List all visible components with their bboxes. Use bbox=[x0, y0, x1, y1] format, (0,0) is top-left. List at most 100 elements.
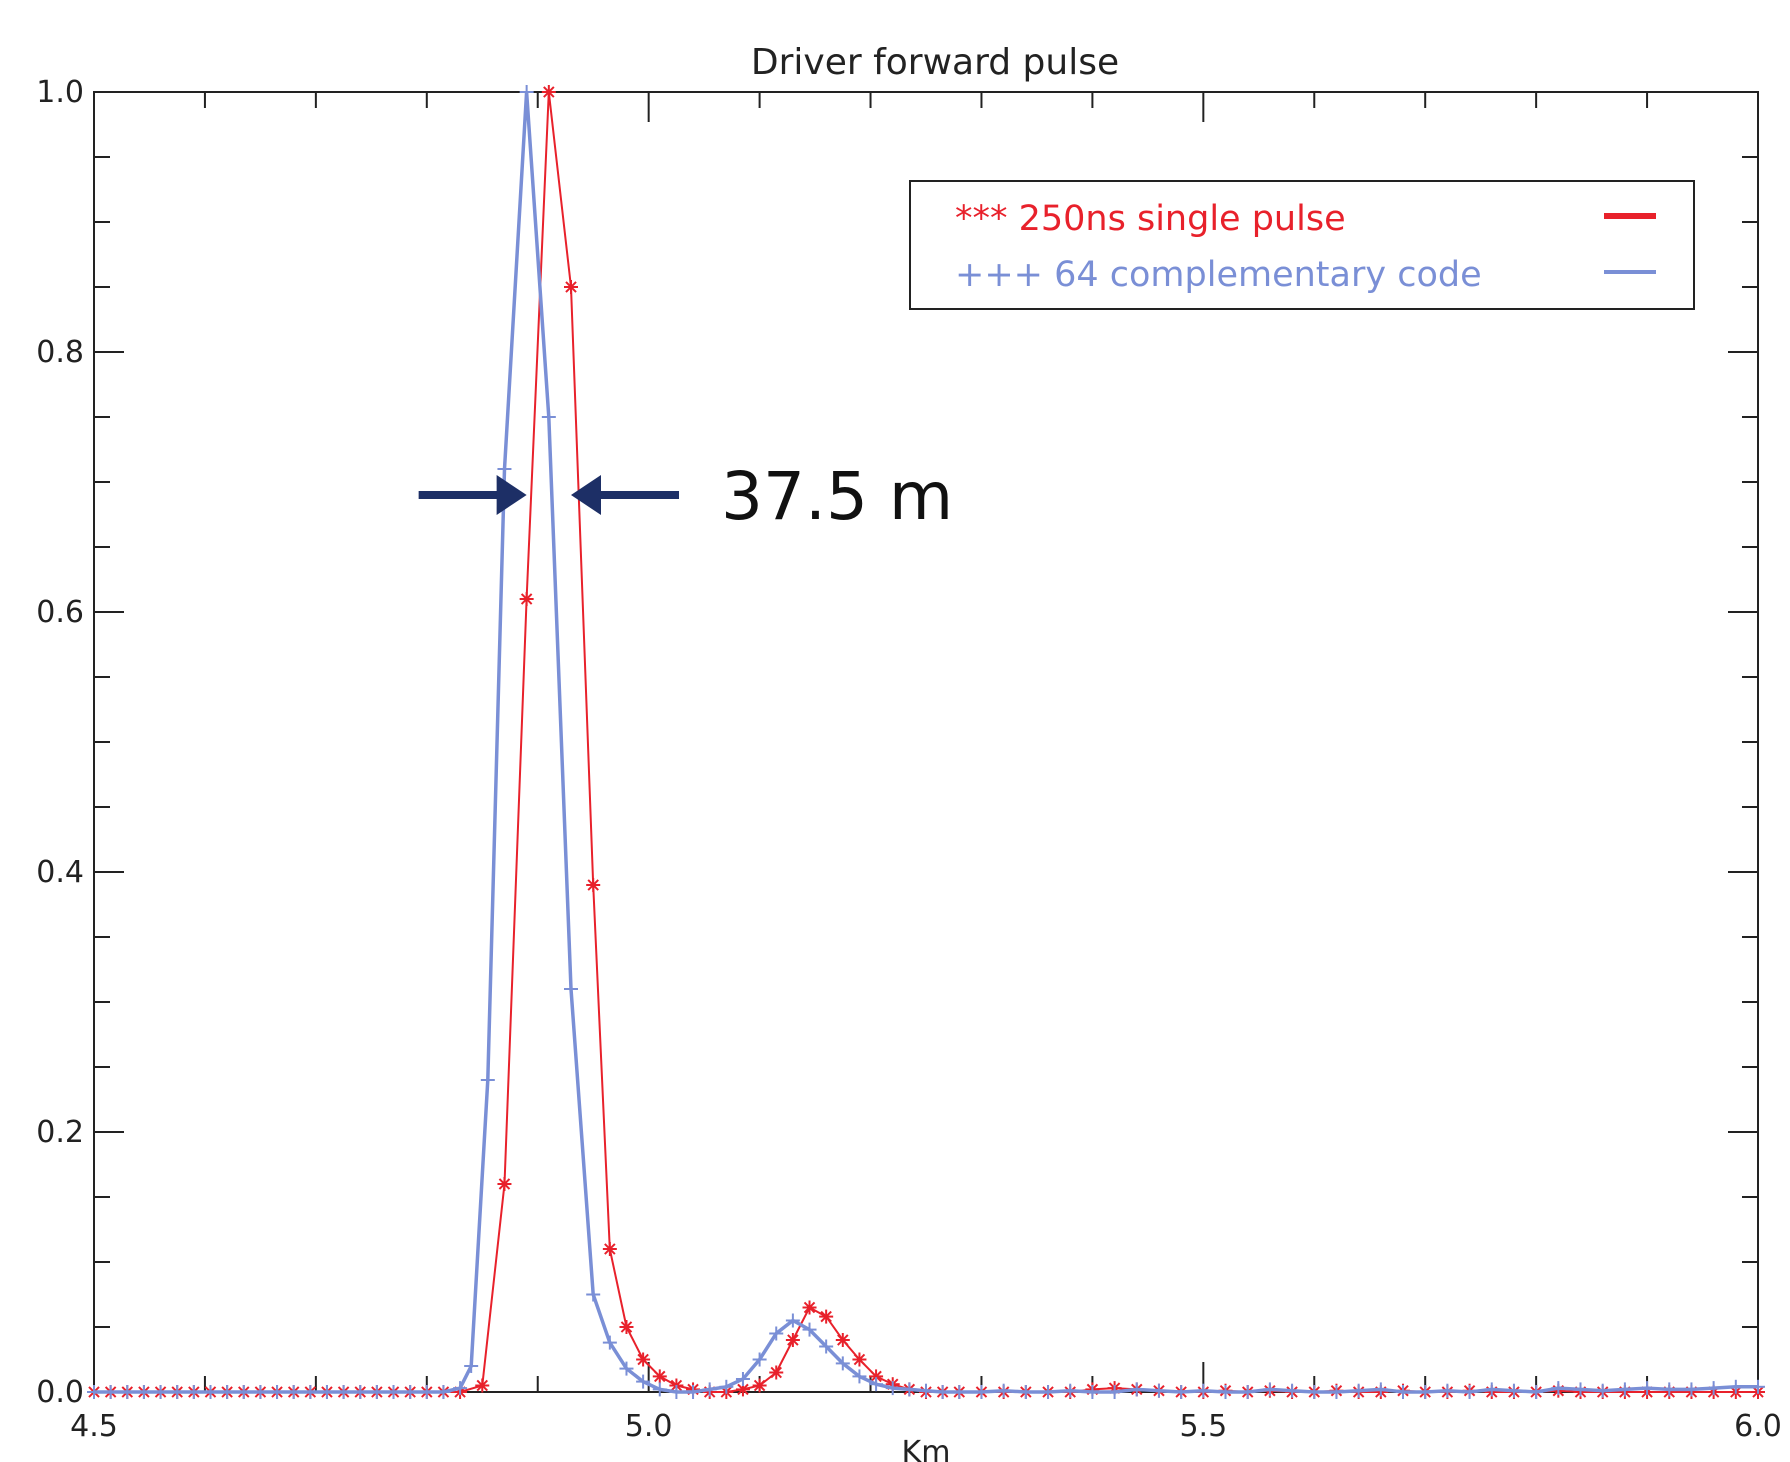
y-tick-label: 0.0 bbox=[36, 1375, 84, 1410]
data-point-plus bbox=[735, 1372, 750, 1386]
data-point-plus bbox=[769, 1326, 784, 1341]
data-point-plus bbox=[669, 1385, 684, 1399]
data-point-plus bbox=[1684, 1382, 1699, 1397]
data-point-plus bbox=[1240, 1385, 1255, 1399]
data-point-plus bbox=[586, 1287, 601, 1302]
data-point-plus bbox=[1506, 1383, 1521, 1398]
data-point-plus bbox=[403, 1385, 418, 1399]
y-tick-label: 0.2 bbox=[36, 1115, 84, 1150]
data-point-plus bbox=[1329, 1385, 1344, 1399]
data-point-asterisk bbox=[519, 592, 534, 606]
data-point-plus bbox=[303, 1385, 318, 1399]
data-point-asterisk bbox=[619, 1320, 634, 1334]
data-point-plus bbox=[453, 1381, 468, 1396]
data-point-plus bbox=[702, 1382, 717, 1397]
data-point-plus bbox=[1396, 1385, 1411, 1399]
data-point-plus bbox=[652, 1382, 667, 1397]
data-point-plus bbox=[1418, 1385, 1433, 1399]
data-point-plus bbox=[541, 410, 556, 424]
data-point-plus bbox=[419, 1385, 434, 1399]
y-tick-label: 0.6 bbox=[36, 595, 84, 630]
series-layer bbox=[87, 85, 1765, 1399]
series-line bbox=[94, 91, 1758, 1394]
data-point-plus bbox=[480, 1073, 495, 1087]
data-point-plus bbox=[1285, 1383, 1300, 1398]
data-point-plus bbox=[1107, 1385, 1122, 1399]
data-point-plus bbox=[353, 1385, 368, 1399]
data-point-asterisk bbox=[636, 1352, 651, 1367]
width-arrow-left-head bbox=[496, 475, 527, 515]
data-point-plus bbox=[270, 1385, 285, 1399]
data-point-plus bbox=[1662, 1382, 1677, 1397]
chart-title: Driver forward pulse bbox=[751, 42, 1119, 83]
data-point-plus bbox=[1529, 1385, 1544, 1399]
data-point-plus bbox=[935, 1385, 950, 1399]
data-point-plus bbox=[1018, 1385, 1033, 1399]
data-point-plus bbox=[1595, 1383, 1610, 1398]
data-point-plus bbox=[1174, 1385, 1189, 1399]
data-point-plus bbox=[203, 1385, 218, 1399]
data-point-plus bbox=[1484, 1382, 1499, 1397]
data-point-plus bbox=[153, 1385, 168, 1399]
data-point-plus bbox=[336, 1385, 351, 1399]
data-point-plus bbox=[835, 1356, 850, 1371]
data-point-asterisk bbox=[564, 280, 579, 294]
legend-label: +++ 64 complementary code bbox=[955, 255, 1482, 295]
y-tick-label: 1.0 bbox=[36, 75, 84, 110]
data-point-asterisk bbox=[497, 1177, 512, 1191]
x-tick-label: 6.0 bbox=[1734, 1409, 1782, 1444]
data-point-asterisk bbox=[835, 1333, 850, 1347]
data-point-plus bbox=[1196, 1383, 1211, 1398]
data-point-asterisk bbox=[752, 1378, 767, 1393]
data-point-asterisk bbox=[852, 1352, 867, 1367]
data-point-plus bbox=[436, 1385, 451, 1399]
annotation-layer: 37.5 m bbox=[418, 458, 953, 535]
data-point-plus bbox=[564, 982, 579, 996]
data-point-asterisk bbox=[785, 1333, 800, 1347]
data-point-plus bbox=[819, 1339, 834, 1354]
x-tick-label: 5.0 bbox=[625, 1409, 673, 1444]
data-point-plus bbox=[686, 1385, 701, 1399]
legend: *** 250ns single pulse +++ 64 complementa… bbox=[909, 180, 1695, 310]
data-point-plus bbox=[752, 1352, 767, 1367]
data-point-plus bbox=[220, 1385, 235, 1399]
axis-ticks: 4.5 5.0 5.5 6.0 0.0 0.2 0.4 0.6 0.8 1.0 bbox=[36, 75, 1782, 1444]
data-point-plus bbox=[719, 1379, 734, 1394]
data-point-plus bbox=[996, 1383, 1011, 1398]
data-point-plus bbox=[1617, 1382, 1632, 1397]
data-point-asterisk bbox=[586, 878, 601, 892]
data-point-plus bbox=[136, 1385, 151, 1399]
y-tick-label: 0.4 bbox=[36, 855, 84, 890]
data-point-plus bbox=[1440, 1383, 1455, 1398]
data-point-plus bbox=[236, 1385, 251, 1399]
width-arrow-right-head bbox=[571, 475, 602, 515]
data-point-plus bbox=[464, 1359, 479, 1373]
data-point-plus bbox=[885, 1381, 900, 1396]
data-point-plus bbox=[1573, 1382, 1588, 1397]
data-point-plus bbox=[1728, 1379, 1743, 1394]
data-point-plus bbox=[120, 1385, 135, 1399]
data-point-asterisk bbox=[769, 1365, 784, 1380]
data-point-plus bbox=[1218, 1385, 1233, 1399]
data-point-asterisk bbox=[652, 1369, 667, 1384]
data-point-plus bbox=[1129, 1382, 1144, 1397]
data-point-asterisk bbox=[541, 85, 556, 99]
data-point-plus bbox=[602, 1335, 617, 1350]
data-point-plus bbox=[369, 1385, 384, 1399]
data-point-plus bbox=[1462, 1385, 1477, 1399]
data-point-plus bbox=[1151, 1383, 1166, 1398]
x-tick-label: 4.5 bbox=[70, 1409, 118, 1444]
data-point-plus bbox=[1551, 1381, 1566, 1396]
data-point-plus bbox=[319, 1385, 334, 1399]
data-point-plus bbox=[1351, 1383, 1366, 1398]
data-point-plus bbox=[902, 1382, 917, 1397]
data-point-plus bbox=[619, 1361, 634, 1376]
y-tick-label: 0.8 bbox=[36, 335, 84, 370]
data-point-plus bbox=[1262, 1382, 1277, 1397]
data-point-plus bbox=[1085, 1385, 1100, 1399]
data-point-plus bbox=[1307, 1385, 1322, 1399]
data-point-plus bbox=[852, 1369, 867, 1384]
data-point-plus bbox=[1063, 1383, 1078, 1398]
legend-box bbox=[909, 180, 1695, 310]
